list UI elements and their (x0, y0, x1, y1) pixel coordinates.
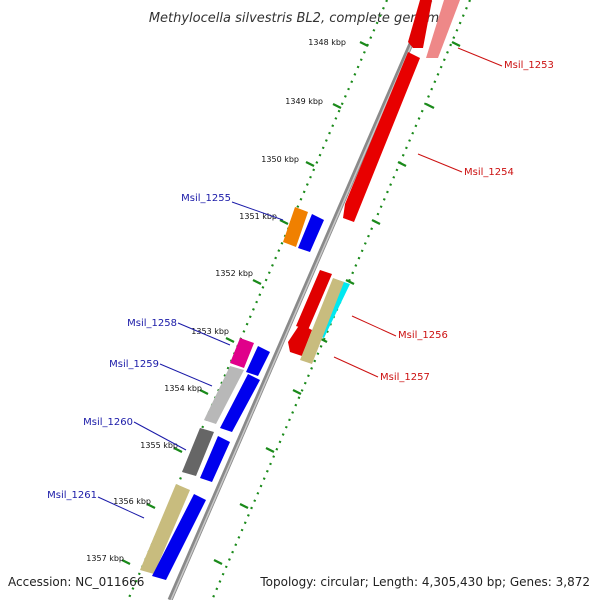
outer-major-ticks (213, 41, 461, 565)
leader-line (97, 496, 145, 519)
gene-msil-1256a (296, 270, 332, 330)
outer-tick (451, 41, 461, 47)
outer-tick (292, 389, 302, 395)
kbp-label: 1353 kbp (191, 327, 229, 336)
gene-msil-1259-grey (204, 366, 244, 424)
gene-msil-1261 (152, 494, 206, 580)
leader-line (333, 356, 379, 378)
kbp-label: 1351 kbp (239, 212, 277, 221)
leader-line (133, 421, 187, 451)
reverse-gene-labels: Msil_1253 Msil_1254 Msil_1256 Msil_1257 (333, 47, 554, 383)
forward-gene-labels: Msil_1255 Msil_1258 Msil_1259 Msil_1260 … (47, 193, 284, 519)
gene-msil-1257 (300, 278, 344, 364)
kbp-tick (279, 219, 289, 225)
gene-msil-1261-khaki (140, 484, 190, 574)
kbp-tick (332, 103, 342, 109)
outer-tick (371, 219, 381, 225)
leader-line (351, 315, 397, 337)
map-title: Methylocella silvestris BL2, complete ge… (149, 11, 447, 26)
genome-backbone-highlight (170, 0, 432, 600)
outer-tick (239, 503, 249, 509)
kbp-label: 1356 kbp (113, 497, 151, 506)
gene-label: Msil_1258 (127, 318, 177, 329)
gene-msil-1258 (246, 346, 270, 376)
leader-line (457, 47, 503, 67)
kbp-label: 1354 kbp (164, 384, 202, 393)
kbp-tick (225, 337, 235, 343)
gene-msil-1260-dark (182, 428, 214, 476)
gene-msil-1252 (408, 0, 432, 48)
kbp-tick (305, 161, 315, 167)
outer-tick (345, 279, 355, 285)
gene-label: Msil_1259 (109, 359, 159, 370)
gene-label: Msil_1255 (181, 193, 231, 204)
gene-msil-1254 (343, 52, 420, 222)
kbp-tick (146, 503, 156, 509)
kbp-label: 1352 kbp (215, 269, 253, 278)
gene-label: Msil_1260 (83, 417, 133, 428)
kbp-label: 1357 kbp (86, 554, 124, 563)
kbp-tick (252, 279, 262, 285)
kbp-tick (173, 447, 183, 453)
kbp-labels: 1348 kbp 1349 kbp 1350 kbp 1351 kbp 1352… (86, 38, 346, 563)
leader-line (417, 153, 463, 173)
leader-line (177, 322, 231, 346)
outer-tick-ring (210, 0, 472, 600)
reverse-genes (288, 0, 460, 364)
kbp-label: 1349 kbp (285, 97, 323, 106)
leader-line (159, 363, 213, 387)
kbp-label: 1355 kbp (140, 441, 178, 450)
gene-msil-1256b (288, 324, 312, 356)
kbp-tick (121, 559, 131, 565)
gene-magenta (230, 338, 254, 368)
gene-msil-1253 (426, 0, 460, 58)
leader-line (231, 201, 284, 221)
topology-text: Topology: circular; Length: 4,305,430 bp… (259, 575, 590, 589)
gene-orange (283, 207, 308, 247)
kbp-major-ticks (121, 41, 369, 565)
outer-tick (213, 559, 223, 565)
kbp-label: 1350 kbp (261, 155, 299, 164)
kbp-tick (199, 389, 209, 395)
gene-label: Msil_1257 (380, 372, 430, 383)
gene-label: Msil_1253 (504, 60, 554, 71)
outer-tick (265, 447, 275, 453)
kbp-label: 1348 kbp (308, 38, 346, 47)
genome-backbone (167, 0, 433, 600)
kbp-tick (359, 41, 369, 47)
gene-label: Msil_1256 (398, 330, 448, 341)
outer-tick (397, 161, 407, 167)
accession-text: Accession: NC_011666 (8, 575, 144, 589)
gene-msil-1259 (220, 374, 260, 432)
gene-msil-1260 (200, 436, 230, 482)
gene-msil-1255 (298, 214, 324, 252)
gene-label: Msil_1254 (464, 167, 514, 178)
forward-genes (140, 207, 324, 580)
outer-tick (425, 103, 435, 109)
gene-label: Msil_1261 (47, 490, 97, 501)
